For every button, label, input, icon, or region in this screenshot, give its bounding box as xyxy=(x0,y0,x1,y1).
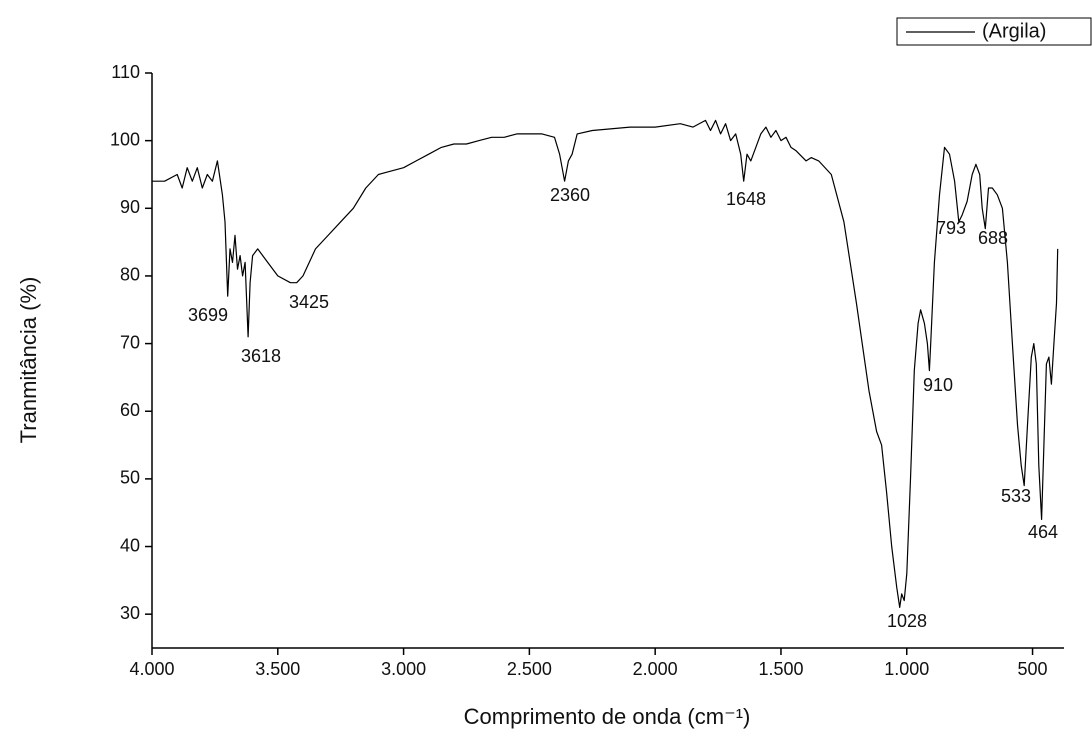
x-tick-label: 1.500 xyxy=(758,659,803,679)
peak-label: 3425 xyxy=(289,292,329,312)
peak-label: 3699 xyxy=(188,305,228,325)
x-tick-label: 500 xyxy=(1018,659,1048,679)
y-tick-label: 110 xyxy=(111,62,140,82)
peak-label: 533 xyxy=(1001,486,1031,506)
spectrum-line xyxy=(152,119,1059,608)
x-tick-label: 2.000 xyxy=(633,659,678,679)
peak-label: 3618 xyxy=(241,346,281,366)
x-tick-label: 4.000 xyxy=(129,659,174,679)
legend-label: (Argila) xyxy=(982,20,1046,42)
y-tick-label: 70 xyxy=(120,332,140,352)
y-axis-title: Tranmitância (%) xyxy=(16,277,41,444)
y-tick-label: 60 xyxy=(120,400,140,420)
peak-label: 688 xyxy=(978,228,1008,248)
peak-label: 464 xyxy=(1028,522,1058,542)
x-tick-label: 3.000 xyxy=(381,659,426,679)
peak-label: 793 xyxy=(936,218,966,238)
x-axis-title: Comprimento de onda (cm⁻¹) xyxy=(464,704,751,729)
peak-label: 1028 xyxy=(887,611,927,631)
x-tick-label: 1.000 xyxy=(884,659,929,679)
x-tick-label: 2.500 xyxy=(507,659,552,679)
y-tick-label: 90 xyxy=(120,197,140,217)
peak-label: 1648 xyxy=(726,189,766,209)
peak-label: 2360 xyxy=(550,185,590,205)
peak-label: 910 xyxy=(923,375,953,395)
y-tick-label: 30 xyxy=(120,603,140,623)
y-tick-label: 80 xyxy=(120,265,140,285)
y-tick-label: 40 xyxy=(120,535,140,555)
y-tick-label: 50 xyxy=(120,468,140,488)
y-tick-label: 100 xyxy=(110,129,140,149)
x-tick-label: 3.500 xyxy=(255,659,300,679)
